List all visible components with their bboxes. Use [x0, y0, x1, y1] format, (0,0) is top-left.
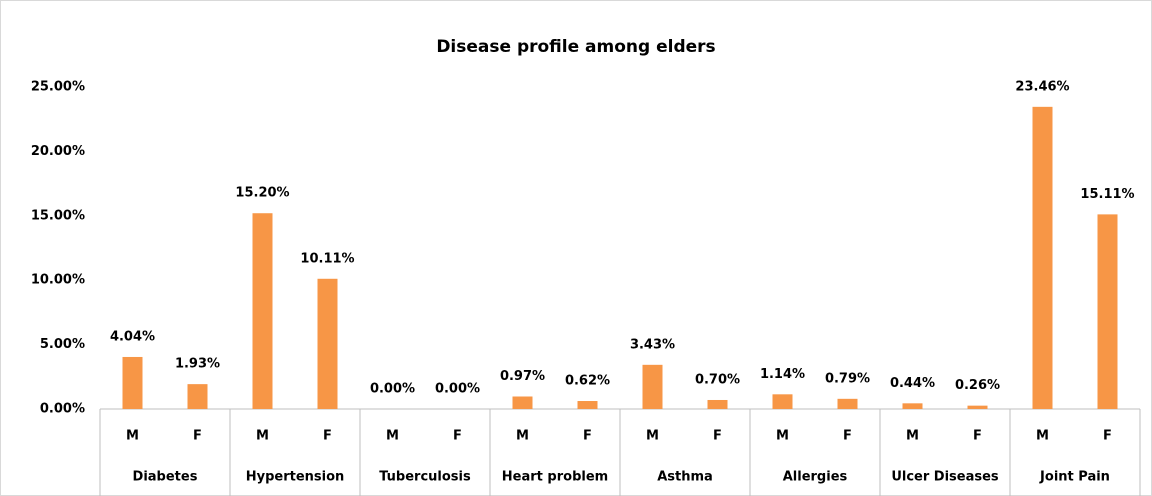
value-label: 4.04%: [110, 329, 155, 344]
bar: [122, 356, 143, 409]
value-label: 0.62%: [565, 374, 610, 389]
bar: [1097, 214, 1118, 409]
bar: [1032, 106, 1053, 409]
x-tick-label: M: [126, 429, 139, 444]
x-tick-label: M: [776, 429, 789, 444]
value-label: 1.14%: [760, 367, 805, 382]
value-label: 0.00%: [435, 382, 480, 397]
chart-title: Disease profile among elders: [436, 37, 715, 57]
group-label: Joint Pain: [1039, 470, 1110, 485]
y-tick-label: 15.00%: [31, 208, 85, 223]
group-label: Diabetes: [133, 470, 198, 485]
x-tick-label: M: [516, 429, 529, 444]
y-tick-label: 20.00%: [31, 144, 85, 159]
group-label: Ulcer Diseases: [891, 470, 999, 485]
value-label: 23.46%: [1015, 79, 1069, 94]
value-label: 15.11%: [1080, 187, 1134, 202]
value-label: 15.20%: [235, 186, 289, 201]
group-label: Hypertension: [246, 470, 345, 485]
group-label: Heart problem: [502, 470, 608, 485]
bar: [317, 278, 338, 409]
bar: [772, 394, 793, 409]
group-label: Asthma: [657, 470, 713, 485]
bar: [837, 398, 858, 409]
bar: [512, 396, 533, 409]
y-tick-label: 10.00%: [31, 273, 85, 288]
bar: [642, 364, 663, 409]
bar: [707, 399, 728, 409]
value-label: 0.26%: [955, 378, 1000, 393]
value-label: 0.79%: [825, 371, 870, 386]
x-tick-label: F: [973, 429, 982, 444]
bar: [902, 403, 923, 409]
value-label: 0.00%: [370, 382, 415, 397]
x-tick-label: M: [1036, 429, 1049, 444]
x-tick-label: M: [386, 429, 399, 444]
value-label: 1.93%: [175, 357, 220, 372]
x-tick-label: F: [843, 429, 852, 444]
x-tick-label: F: [193, 429, 202, 444]
x-tick-label: M: [906, 429, 919, 444]
bar: [187, 384, 208, 409]
x-tick-label: M: [256, 429, 269, 444]
value-label: 0.97%: [500, 369, 545, 384]
group-label: Allergies: [783, 470, 848, 485]
value-label: 0.70%: [695, 372, 740, 387]
value-label: 0.44%: [890, 376, 935, 391]
y-tick-label: 5.00%: [40, 337, 85, 352]
y-tick-label: 25.00%: [31, 80, 85, 95]
group-label: Tuberculosis: [379, 470, 471, 485]
bar: [577, 401, 598, 409]
bar: [967, 405, 988, 409]
x-tick-label: F: [323, 429, 332, 444]
x-tick-label: F: [453, 429, 462, 444]
value-label: 10.11%: [300, 251, 354, 266]
x-tick-label: F: [713, 429, 722, 444]
x-tick-label: F: [1103, 429, 1112, 444]
bar: [252, 213, 273, 409]
value-label: 3.43%: [630, 337, 675, 352]
x-tick-label: F: [583, 429, 592, 444]
y-tick-label: 0.00%: [40, 402, 85, 417]
x-tick-label: M: [646, 429, 659, 444]
